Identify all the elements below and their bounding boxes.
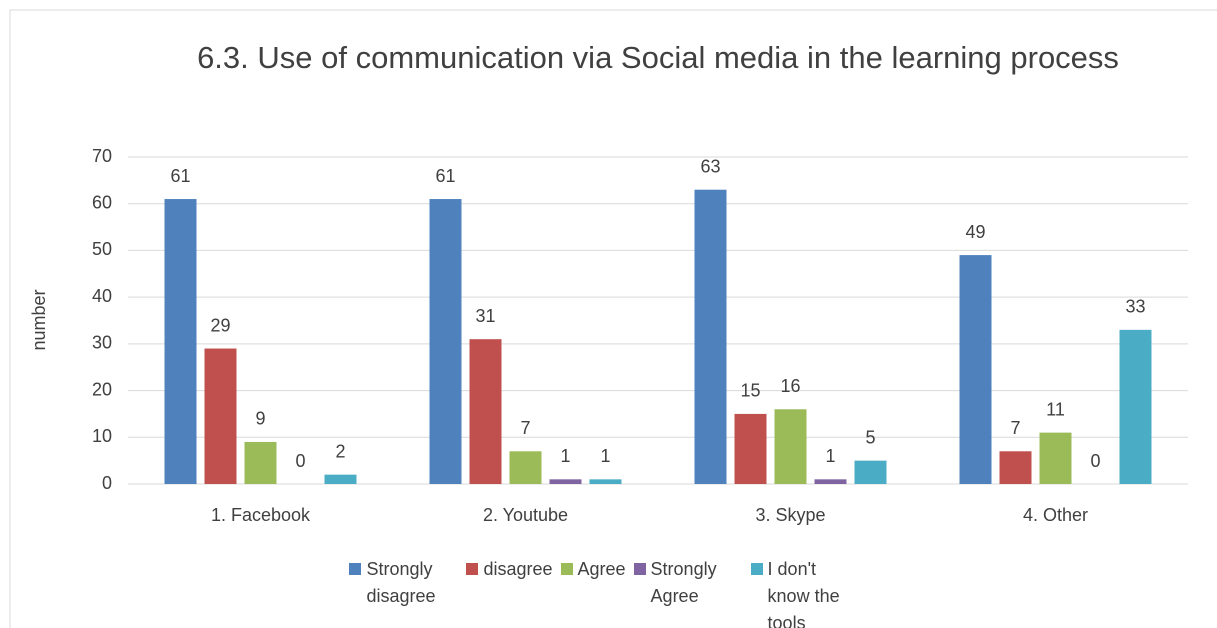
legend-item: disagree — [466, 556, 553, 628]
bar — [774, 409, 807, 484]
data-label: 33 — [1125, 297, 1145, 317]
bar — [164, 199, 197, 485]
data-label: 31 — [475, 306, 495, 326]
chart-frame — [9, 9, 1217, 628]
data-label: 16 — [780, 376, 800, 396]
bar — [244, 441, 277, 484]
chart-title: 6.3. Use of communication via Social med… — [197, 40, 1119, 75]
y-tick-label: 20 — [92, 379, 112, 399]
data-label: 5 — [865, 427, 875, 447]
data-label: 61 — [435, 166, 455, 186]
x-tick-label: 2. Youtube — [483, 505, 568, 525]
data-label: 63 — [700, 156, 720, 176]
y-tick-label: 70 — [92, 146, 112, 166]
data-label: 61 — [170, 166, 190, 186]
y-tick-label: 10 — [92, 426, 112, 446]
bar — [694, 189, 727, 484]
legend-label: I don't know the tools — [767, 559, 840, 628]
y-tick-label: 50 — [92, 239, 112, 259]
data-label: 1 — [600, 446, 610, 466]
bar — [814, 479, 847, 484]
legend-item: I don't know the tools — [750, 556, 860, 628]
legend-item: Agree — [560, 556, 626, 628]
legend-swatch — [560, 563, 573, 575]
legend-label: Strongly disagree — [366, 559, 436, 606]
y-tick-label: 0 — [102, 473, 112, 493]
data-label: 1 — [825, 446, 835, 466]
legend-label: Agree — [577, 559, 626, 579]
legend-swatch — [750, 563, 763, 575]
legend-label: disagree — [483, 559, 553, 579]
bar — [854, 460, 887, 484]
data-label: 49 — [965, 222, 985, 242]
y-axis-label: number — [29, 289, 49, 350]
data-label: 7 — [520, 418, 530, 438]
data-label: 15 — [740, 381, 760, 401]
legend-item: Strongly disagree — [349, 556, 458, 628]
data-label: 2 — [335, 441, 345, 461]
legend-swatch — [466, 563, 479, 575]
data-label: 0 — [1090, 451, 1100, 471]
bar — [204, 348, 237, 484]
legend-swatch — [349, 563, 362, 575]
data-label: 11 — [1046, 399, 1065, 419]
y-tick-label: 60 — [92, 192, 112, 212]
data-label: 1 — [560, 446, 570, 466]
legend-swatch — [633, 563, 646, 575]
bar — [509, 451, 542, 484]
bar — [589, 479, 622, 484]
bar — [999, 451, 1032, 484]
x-tick-label: 4. Other — [1023, 505, 1088, 525]
bar — [324, 474, 357, 484]
bar — [549, 479, 582, 484]
y-tick-label: 40 — [92, 286, 112, 306]
data-label: 7 — [1010, 418, 1020, 438]
legend-label: Strongly Agree — [650, 559, 717, 606]
bar — [959, 255, 992, 484]
bar — [429, 199, 462, 485]
data-label: 0 — [295, 451, 305, 471]
x-tick-label: 1. Facebook — [211, 505, 311, 525]
y-tick-label: 30 — [92, 333, 112, 353]
bar — [1039, 432, 1072, 484]
legend-item: Strongly Agree — [633, 556, 743, 628]
bar — [734, 413, 767, 484]
x-tick-label: 3. Skype — [755, 505, 825, 525]
bar — [1119, 329, 1152, 484]
data-label: 29 — [210, 315, 230, 335]
bar — [469, 339, 502, 484]
data-label: 9 — [255, 409, 265, 429]
legend: Strongly disagree disagree Agree Strongly A… — [0, 556, 1217, 628]
